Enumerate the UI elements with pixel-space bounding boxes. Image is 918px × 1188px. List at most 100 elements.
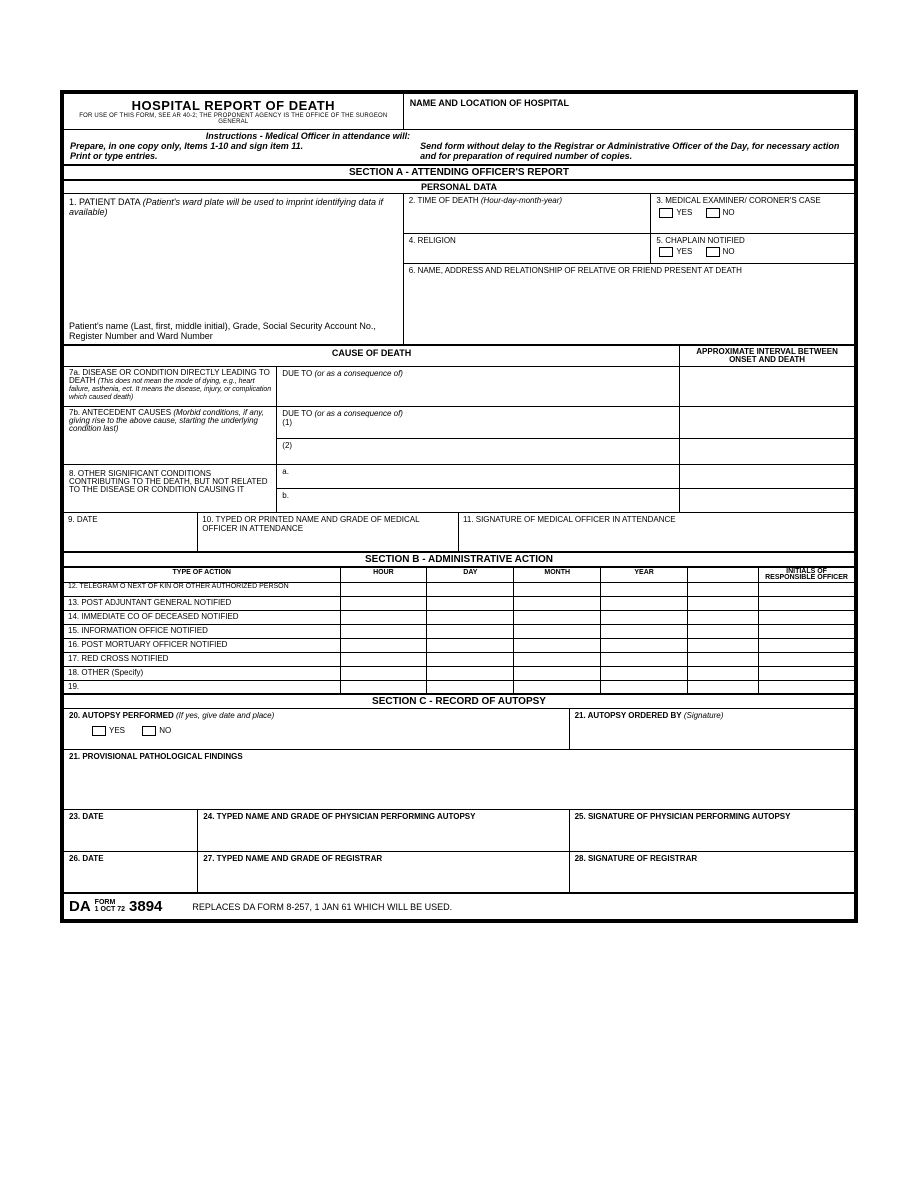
autopsy-yes: YES	[109, 726, 125, 735]
p1-label: 1. PATIENT DATA	[69, 197, 140, 207]
r21a: 21. AUTOPSY ORDERED BY	[575, 711, 682, 720]
autopsy-20-21: 20. AUTOPSY PERFORMED (If yes, give date…	[64, 709, 854, 750]
cod-8b: b.	[277, 489, 680, 512]
form-number: 3894	[129, 898, 162, 915]
r28: 28. SIGNATURE OF REGISTRAR	[570, 852, 854, 892]
relative-present: 6. NAME, ADDRESS AND RELATIONSHIP OF REL…	[404, 264, 854, 344]
ar13: 13. POST ADJUNTANT GENERAL NOTIFIED	[64, 597, 341, 610]
section-c-header: SECTION C - RECORD OF AUTOPSY	[64, 695, 854, 709]
medical-examiner: 3. MEDICAL EXAMINER/ CORONER'S CASE YES …	[651, 194, 854, 233]
cod-title: CAUSE OF DEATH	[64, 346, 680, 366]
cod-7b: 7b. ANTECEDENT CAUSES (Morbid conditions…	[64, 407, 854, 465]
admin-row-14: 14. IMMEDIATE CO OF DECEASED NOTIFIED	[64, 611, 854, 625]
ah-initials: INITIALS OF RESPONSIBLE OFFICER	[759, 568, 854, 583]
ah-month: MONTH	[514, 568, 601, 583]
date-9: 9. DATE	[64, 513, 198, 551]
ar16: 16. POST MORTUARY OFFICER NOTIFIED	[64, 639, 341, 652]
admin-row-12: 12. TELEGRAM O NEXT OF KIN OR OTHER AUTH…	[64, 583, 854, 597]
autopsy-yes-checkbox[interactable]	[92, 726, 106, 736]
r21a-note: (Signature)	[684, 711, 724, 720]
ar12: 12. TELEGRAM O NEXT OF KIN OR OTHER AUTH…	[64, 583, 341, 596]
patient-data: 1. PATIENT DATA (Patient's ward plate wi…	[64, 194, 404, 344]
da-label: DA	[69, 898, 91, 915]
form-title: HOSPITAL REPORT OF DEATH	[68, 98, 399, 113]
p4-label: 4. RELIGION	[409, 236, 456, 245]
pd-row-4-5: 4. RELIGION 5. CHAPLAIN NOTIFIED YES NO	[404, 234, 854, 264]
provisional-findings: 21. PROVISIONAL PATHOLOGICAL FINDINGS	[64, 750, 854, 810]
cod-header-row: CAUSE OF DEATH APPROXIMATE INTERVAL BETW…	[64, 346, 854, 367]
me-yes-checkbox[interactable]	[659, 208, 673, 218]
cod-8a: a.	[277, 465, 680, 488]
p1-bottom: Patient's name (Last, first, middle init…	[69, 321, 398, 341]
religion: 4. RELIGION	[404, 234, 652, 263]
form-subtitle: FOR USE OF THIS FORM, SEE AR 40-2; THE P…	[68, 113, 399, 125]
personal-data: 1. PATIENT DATA (Patient's ward plate wi…	[64, 194, 854, 346]
title-row: HOSPITAL REPORT OF DEATH FOR USE OF THIS…	[64, 94, 854, 130]
p2-note: (Hour-day-month-year)	[481, 196, 562, 205]
chap-yes: YES	[676, 247, 692, 256]
autopsy-no: NO	[159, 726, 171, 735]
p5-label: 5. CHAPLAIN NOTIFIED	[656, 236, 849, 245]
instr-right-text: Send form without delay to the Registrar…	[420, 142, 848, 162]
pdata-right: 2. TIME OF DEATH (Hour-day-month-year) 3…	[404, 194, 854, 344]
dueto-7a-note: (or as a consequence of)	[314, 369, 403, 378]
admin-header: TYPE OF ACTION HOUR DAY MONTH YEAR INITI…	[64, 568, 854, 584]
me-no-checkbox[interactable]	[706, 208, 720, 218]
chap-yes-checkbox[interactable]	[659, 247, 673, 257]
form-body: HOSPITAL REPORT OF DEATH FOR USE OF THIS…	[62, 92, 856, 921]
cod-7b-1-interval[interactable]	[680, 407, 854, 438]
instructions: Instructions - Medical Officer in attend…	[64, 130, 854, 166]
chaplain-notified: 5. CHAPLAIN NOTIFIED YES NO	[651, 234, 854, 263]
r7a-note: (This does not mean the mode of dying, e…	[69, 378, 271, 401]
cod-8-label: 8. OTHER SIGNIFICANT CONDITIONS CONTRIBU…	[64, 465, 277, 513]
cod-7a-dueto: DUE TO (or as a consequence of)	[277, 367, 680, 406]
sig-26-27-28: 26. DATE 27. TYPED NAME AND GRADE OF REG…	[64, 852, 854, 894]
form-date: 1 OCT 72	[95, 906, 125, 913]
p3-label: 3. MEDICAL EXAMINER/ CORONER'S CASE	[656, 196, 849, 205]
personal-data-header: PERSONAL DATA	[64, 181, 854, 194]
ar17: 17. RED CROSS NOTIFIED	[64, 653, 341, 666]
ah-type: TYPE OF ACTION	[64, 568, 341, 583]
p2-label: 2. TIME OF DEATH	[409, 196, 479, 205]
admin-row-16: 16. POST MORTUARY OFFICER NOTIFIED	[64, 639, 854, 653]
r20-note: (If yes, give date and place)	[176, 711, 274, 720]
r27: 27. TYPED NAME AND GRADE OF REGISTRAR	[198, 852, 569, 892]
r25: 25. SIGNATURE OF PHYSICIAN PERFORMING AU…	[570, 810, 854, 851]
cod-7a-interval[interactable]	[680, 367, 854, 406]
pd-row-6: 6. NAME, ADDRESS AND RELATIONSHIP OF REL…	[404, 264, 854, 344]
name-10: 10. TYPED OR PRINTED NAME AND GRADE OF M…	[198, 513, 459, 551]
dueto-7b: DUE TO	[282, 409, 312, 418]
admin-row-13: 13. POST ADJUNTANT GENERAL NOTIFIED	[64, 597, 854, 611]
ar14: 14. IMMEDIATE CO OF DECEASED NOTIFIED	[64, 611, 341, 624]
section-b-header: SECTION B - ADMINISTRATIVE ACTION	[64, 553, 854, 568]
autopsy-ordered-by: 21. AUTOPSY ORDERED BY (Signature)	[570, 709, 854, 749]
cod-7a: 7a. DISEASE OR CONDITION DIRECTLY LEADIN…	[64, 367, 854, 407]
cod-7a-label: 7a. DISEASE OR CONDITION DIRECTLY LEADIN…	[64, 367, 277, 406]
ah-day: DAY	[427, 568, 514, 583]
title-left: HOSPITAL REPORT OF DEATH FOR USE OF THIS…	[64, 94, 404, 129]
r23: 23. DATE	[64, 810, 198, 851]
cod-8b-interval[interactable]	[680, 489, 854, 512]
autopsy-performed: 20. AUTOPSY PERFORMED (If yes, give date…	[64, 709, 570, 749]
instr-left: Instructions - Medical Officer in attend…	[70, 132, 420, 162]
section-a-header: SECTION A - ATTENDING OFFICER'S REPORT	[64, 166, 854, 181]
cod-7b-2-interval[interactable]	[680, 439, 854, 464]
dueto-7a: DUE TO	[282, 369, 312, 378]
cod-interval: APPROXIMATE INTERVAL BETWEEN ONSET AND D…	[680, 346, 854, 366]
ah-blank	[688, 568, 759, 583]
pd-row-2-3: 2. TIME OF DEATH (Hour-day-month-year) 3…	[404, 194, 854, 234]
cod-8: 8. OTHER SIGNIFICANT CONDITIONS CONTRIBU…	[64, 465, 854, 513]
admin-row-19: 19.	[64, 681, 854, 695]
form-small: FORM 1 OCT 72	[95, 900, 125, 913]
hospital-name-loc: NAME AND LOCATION OF HOSPITAL	[404, 94, 854, 129]
chap-no: NO	[723, 247, 735, 256]
cod-8a-interval[interactable]	[680, 465, 854, 488]
autopsy-no-checkbox[interactable]	[142, 726, 156, 736]
me-no: NO	[723, 208, 735, 217]
chap-no-checkbox[interactable]	[706, 247, 720, 257]
cod-7b-label: 7b. ANTECEDENT CAUSES (Morbid conditions…	[64, 407, 277, 465]
instr-left2: Print or type entries.	[70, 152, 420, 162]
dueto-7b-note: (or as a consequence of)	[314, 409, 403, 418]
me-yes: YES	[676, 208, 692, 217]
p6-label: 6. NAME, ADDRESS AND RELATIONSHIP OF REL…	[409, 266, 742, 275]
